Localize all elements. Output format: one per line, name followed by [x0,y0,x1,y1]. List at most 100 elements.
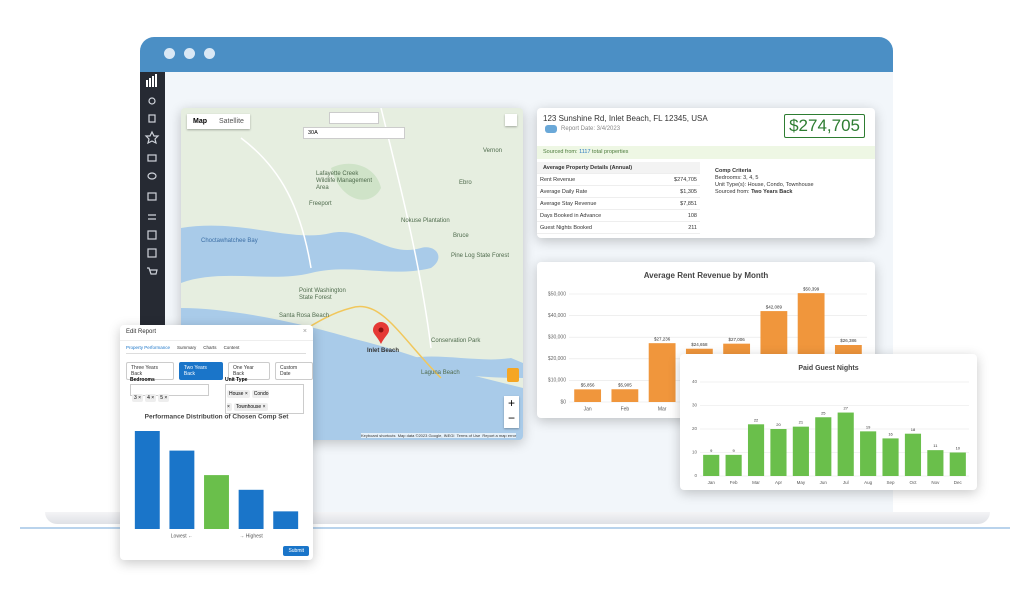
tag-text: Townhouse [235,404,262,410]
row-label: Rent Revenue [540,176,576,183]
map-search[interactable]: 30A [303,127,405,139]
bar [204,475,229,529]
sourced-count: 1117 [579,149,591,155]
data-label: 21 [799,420,804,425]
criteria-line: Bedrooms: 3, 4, 5 [715,175,759,181]
row-value: 211 [688,224,697,231]
map-tab[interactable]: Satellite [219,118,244,125]
submit-button[interactable]: Submit [283,546,309,556]
row-label: Average Daily Rate [540,188,588,195]
table-row: Rent Revenue $274,705 [537,174,700,186]
modal-tab[interactable]: Summary [177,345,197,350]
map-footer-item[interactable]: Keyboard shortcuts [361,433,396,438]
bedrooms-select[interactable]: 3 × 4 × 5 × [130,384,209,402]
x-tick-label: May [797,480,806,485]
x-tick-label: Apr [775,480,783,485]
bar [747,424,765,476]
zoom-control[interactable]: + − [504,396,519,428]
data-label: 25 [821,410,826,415]
y-tick-label: $10,000 [548,378,566,384]
x-tick-label: Jun [820,480,828,485]
place-label: Choctawhatchee Bay [201,238,258,244]
row-value: 108 [687,212,697,219]
map-footer-item: Map data ©2023 Google, INEGI [397,433,455,438]
select-tag[interactable]: 3 × [132,394,144,402]
performance-chart: Performance Distribution of Chosen Comp … [134,414,299,539]
table-header: Average Property Details (Annual) [537,162,700,174]
x-tick-label: Mar [658,406,667,412]
x-tick-label: → Highest [239,533,263,539]
row-value: $7,851 [680,200,697,207]
unit-type-select[interactable]: House × Condo × Townhouse × [225,384,304,414]
data-label: 18 [911,427,916,432]
chart-title: Average Rent Revenue by Month [644,271,769,280]
range-button[interactable]: Custom Date [274,362,313,380]
bar [815,417,832,476]
bar [860,431,877,476]
divider [120,340,313,341]
data-label: 11 [933,443,938,448]
x-tick-label: Aug [864,480,873,485]
table-row: Days Booked in Advance 108 [537,210,700,222]
data-label: $27,236 [654,336,671,341]
modal-tab[interactable]: Content [223,345,240,350]
window-dot [184,48,195,59]
tag-text: 4 [147,395,150,401]
data-label: 9 [710,448,713,453]
bar [611,389,639,402]
select-tag[interactable]: 5 × [158,394,170,402]
place-label: Pine Log State Forest [451,253,510,259]
data-label: $50,399 [803,286,820,291]
place-label: Santa Rosa Beach [279,313,330,319]
property-table: Average Property Details (Annual) Rent R… [537,162,700,234]
y-tick-label: $50,000 [548,291,566,297]
map-draw-tools[interactable] [329,112,379,124]
table-row: Guest Nights Booked 211 [537,222,700,234]
data-label: 27 [843,406,848,411]
range-button[interactable]: Three Years Back [126,362,174,380]
map-footer-item[interactable]: Report a map error [482,433,517,438]
map-footer-item[interactable]: Terms of Use [456,433,481,438]
criteria-label: Sourced from: [715,189,750,195]
bar [273,511,299,529]
report-card: 123 Sunshine Rd, Inlet Beach, FL 12345, … [537,108,875,238]
sidebar-icons [144,74,160,275]
guest-chart-card: Paid Guest Nights 0 10 20 30 40 9 Jan 9 Feb 22 Mar 2… [680,354,977,490]
y-tick-label: 40 [692,379,698,384]
y-tick-label: 20 [692,426,698,431]
range-button[interactable]: One Year Back [227,362,270,380]
laptop-shadow [20,527,1010,529]
report-date: Report Date: 3/4/2023 [561,126,621,132]
x-tick-label: Lowest ← [171,533,193,539]
unit-type-label: Unit Type [225,377,248,383]
map-tab[interactable]: Map [193,118,207,125]
select-tag[interactable]: 4 × [145,394,157,402]
data-label: $26,386 [840,338,857,343]
data-label: $5,905 [618,382,632,387]
data-label: $5,856 [581,383,595,388]
bar [725,454,742,476]
x-tick-label: Feb [621,406,630,412]
table-row: Average Daily Rate $1,305 [537,186,700,198]
range-button[interactable]: Two Years Back [178,362,223,380]
window-dot [204,48,215,59]
fullscreen-button[interactable] [505,114,517,126]
place-label: Ebro [459,180,472,186]
y-tick-label: $40,000 [548,313,566,319]
close-button[interactable]: × [302,328,307,335]
select-tag[interactable]: House × [227,390,250,398]
data-label: 16 [888,431,893,436]
window-titlebar [140,37,893,72]
modal-tab[interactable]: Charts [203,345,217,350]
tag-text: House [229,391,244,397]
modal-tab[interactable]: Property Performance [126,345,171,350]
select-tag[interactable]: Townhouse × [233,403,268,411]
row-label: Days Booked in Advance [540,212,602,219]
x-tick-label: Sep [887,480,896,485]
y-tick-label: 0 [694,473,697,478]
street-view-button[interactable] [507,368,519,382]
sourced-banner: Sourced from: 1117 total properties [537,146,875,159]
bar [949,452,966,476]
data-label: $24,658 [691,342,708,347]
